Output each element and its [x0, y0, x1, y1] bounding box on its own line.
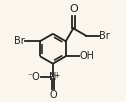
Text: O: O — [69, 4, 78, 14]
Text: Br: Br — [14, 36, 24, 46]
Text: Br: Br — [99, 31, 110, 41]
Text: OH: OH — [80, 51, 95, 61]
Text: ⁻O: ⁻O — [27, 72, 40, 82]
Text: N: N — [49, 72, 57, 82]
Text: O: O — [49, 90, 57, 100]
Text: +: + — [53, 71, 59, 80]
